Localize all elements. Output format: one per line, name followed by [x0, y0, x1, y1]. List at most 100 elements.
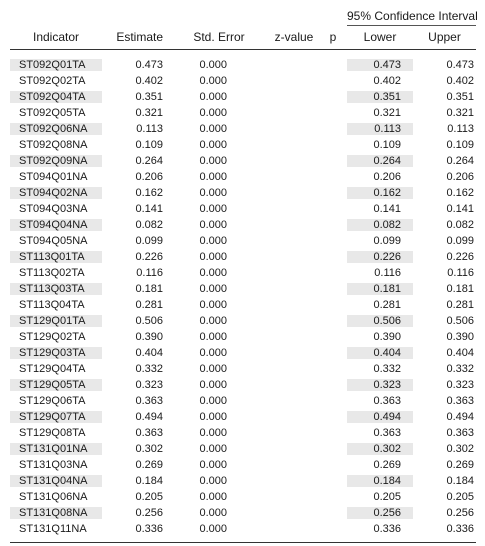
- cell-estimate: 0.506: [135, 315, 163, 327]
- cell-indicator: ST113Q02TA: [19, 267, 85, 279]
- cell-lower: 0.336: [373, 523, 401, 535]
- cell-upper: 0.363: [446, 395, 474, 407]
- cell-indicator: ST131Q01NA: [10, 443, 102, 455]
- cell-std-error: 0.000: [199, 299, 227, 311]
- table-row: ST129Q06TA 0.363 0.000 0.363 0.363: [10, 393, 476, 409]
- column-header-lower: Lower: [363, 30, 397, 44]
- cell-lower: 0.181: [347, 283, 413, 295]
- cell-indicator: ST131Q03NA: [19, 459, 88, 471]
- cell-estimate: 0.363: [135, 395, 163, 407]
- cell-lower: 0.162: [347, 187, 413, 199]
- cell-lower: 0.321: [373, 107, 401, 119]
- cell-estimate: 0.082: [135, 219, 163, 231]
- cell-estimate: 0.206: [135, 171, 163, 183]
- cell-estimate: 0.226: [135, 251, 163, 263]
- cell-indicator: ST129Q08TA: [19, 427, 86, 439]
- cell-upper: 0.099: [446, 235, 474, 247]
- column-header-p: p: [329, 30, 337, 44]
- cell-upper: 0.109: [446, 139, 474, 151]
- cell-lower: 0.256: [347, 507, 413, 519]
- cell-upper: 0.264: [446, 155, 474, 167]
- table-row: ST129Q07TA 0.494 0.000 0.494 0.494: [10, 409, 476, 425]
- column-header-indicator: Indicator: [32, 30, 80, 44]
- cell-estimate: 0.332: [135, 363, 163, 375]
- cell-estimate: 0.321: [135, 107, 163, 119]
- cell-lower: 0.351: [347, 91, 413, 103]
- cell-indicator: ST094Q02NA: [10, 187, 102, 199]
- cell-lower: 0.206: [373, 171, 401, 183]
- table-row: ST129Q05TA 0.323 0.000 0.323 0.323: [10, 377, 476, 393]
- cell-indicator: ST094Q03NA: [19, 203, 88, 215]
- cell-upper: 0.162: [446, 187, 474, 199]
- cell-upper: 0.332: [446, 363, 474, 375]
- cell-upper: 0.256: [446, 507, 474, 519]
- cell-std-error: 0.000: [199, 315, 227, 327]
- table-row: ST092Q08NA 0.109 0.000 0.109 0.109: [10, 137, 476, 153]
- cell-indicator: ST092Q02TA: [19, 75, 86, 87]
- table-row: ST131Q06NA 0.205 0.000 0.205 0.205: [10, 489, 476, 505]
- cell-lower: 0.082: [347, 219, 413, 231]
- cell-upper: 0.404: [446, 347, 474, 359]
- cell-upper: 0.206: [446, 171, 474, 183]
- table-row: ST131Q03NA 0.269 0.000 0.269 0.269: [10, 457, 476, 473]
- cell-std-error: 0.000: [199, 235, 227, 247]
- cell-std-error: 0.000: [199, 411, 227, 423]
- cell-indicator: ST113Q03TA: [10, 283, 102, 295]
- cell-lower: 0.494: [347, 411, 413, 423]
- cell-indicator: ST131Q08NA: [10, 507, 102, 519]
- cell-estimate: 0.402: [135, 75, 163, 87]
- cell-indicator: ST129Q06TA: [19, 395, 86, 407]
- column-header-row: Indicator Estimate Std. Error z-value p …: [10, 25, 476, 50]
- cell-indicator: ST092Q08NA: [19, 139, 88, 151]
- cell-lower: 0.141: [373, 203, 401, 215]
- cell-indicator: ST129Q07TA: [10, 411, 102, 423]
- cell-std-error: 0.000: [199, 347, 227, 359]
- cell-indicator: ST129Q01TA: [10, 315, 102, 327]
- cell-upper: 0.363: [446, 427, 474, 439]
- cell-lower: 0.264: [347, 155, 413, 167]
- cell-std-error: 0.000: [199, 475, 227, 487]
- table-row: ST094Q05NA 0.099 0.000 0.099 0.099: [10, 233, 476, 249]
- cell-upper: 0.506: [446, 315, 474, 327]
- cell-indicator: ST092Q04TA: [10, 91, 102, 103]
- cell-lower: 0.099: [373, 235, 401, 247]
- cell-lower: 0.269: [373, 459, 401, 471]
- cell-lower: 0.323: [347, 379, 413, 391]
- cell-upper: 0.082: [446, 219, 474, 231]
- cell-std-error: 0.000: [199, 427, 227, 439]
- cell-std-error: 0.000: [199, 267, 227, 279]
- cell-upper: 0.116: [447, 267, 474, 279]
- table-row: ST113Q01TA 0.226 0.000 0.226 0.226: [10, 249, 476, 265]
- results-table: 95% Confidence Interval Indicator Estima…: [10, 7, 478, 543]
- cell-indicator: ST092Q05TA: [19, 107, 86, 119]
- table-row: ST094Q03NA 0.141 0.000 0.141 0.141: [10, 201, 476, 217]
- cell-estimate: 0.141: [135, 203, 163, 215]
- cell-estimate: 0.162: [135, 187, 163, 199]
- table-body: ST092Q01TA 0.473 0.000 0.473 0.473 ST092Q02TA…: [10, 50, 476, 543]
- cell-std-error: 0.000: [199, 155, 227, 167]
- cell-std-error: 0.000: [199, 187, 227, 199]
- cell-estimate: 0.269: [135, 459, 163, 471]
- cell-indicator: ST092Q09NA: [10, 155, 102, 167]
- table-row: ST129Q03TA 0.404 0.000 0.404 0.404: [10, 345, 476, 361]
- cell-estimate: 0.390: [135, 331, 163, 343]
- cell-estimate: 0.404: [135, 347, 163, 359]
- cell-lower: 0.506: [347, 315, 413, 327]
- cell-indicator: ST094Q01NA: [19, 171, 88, 183]
- cell-upper: 0.141: [446, 203, 474, 215]
- cell-indicator: ST129Q04TA: [19, 363, 86, 375]
- cell-indicator: ST094Q05NA: [19, 235, 88, 247]
- cell-estimate: 0.181: [135, 283, 163, 295]
- cell-std-error: 0.000: [199, 251, 227, 263]
- cell-indicator: ST129Q02TA: [19, 331, 86, 343]
- cell-std-error: 0.000: [199, 491, 227, 503]
- cell-upper: 0.226: [446, 251, 474, 263]
- cell-estimate: 0.363: [135, 427, 163, 439]
- table-row: ST113Q02TA 0.116 0.000 0.116 0.116: [10, 265, 476, 281]
- cell-std-error: 0.000: [199, 363, 227, 375]
- cell-std-error: 0.000: [199, 523, 227, 535]
- cell-std-error: 0.000: [199, 203, 227, 215]
- cell-estimate: 0.336: [135, 523, 163, 535]
- cell-upper: 0.402: [446, 75, 474, 87]
- cell-upper: 0.351: [446, 91, 474, 103]
